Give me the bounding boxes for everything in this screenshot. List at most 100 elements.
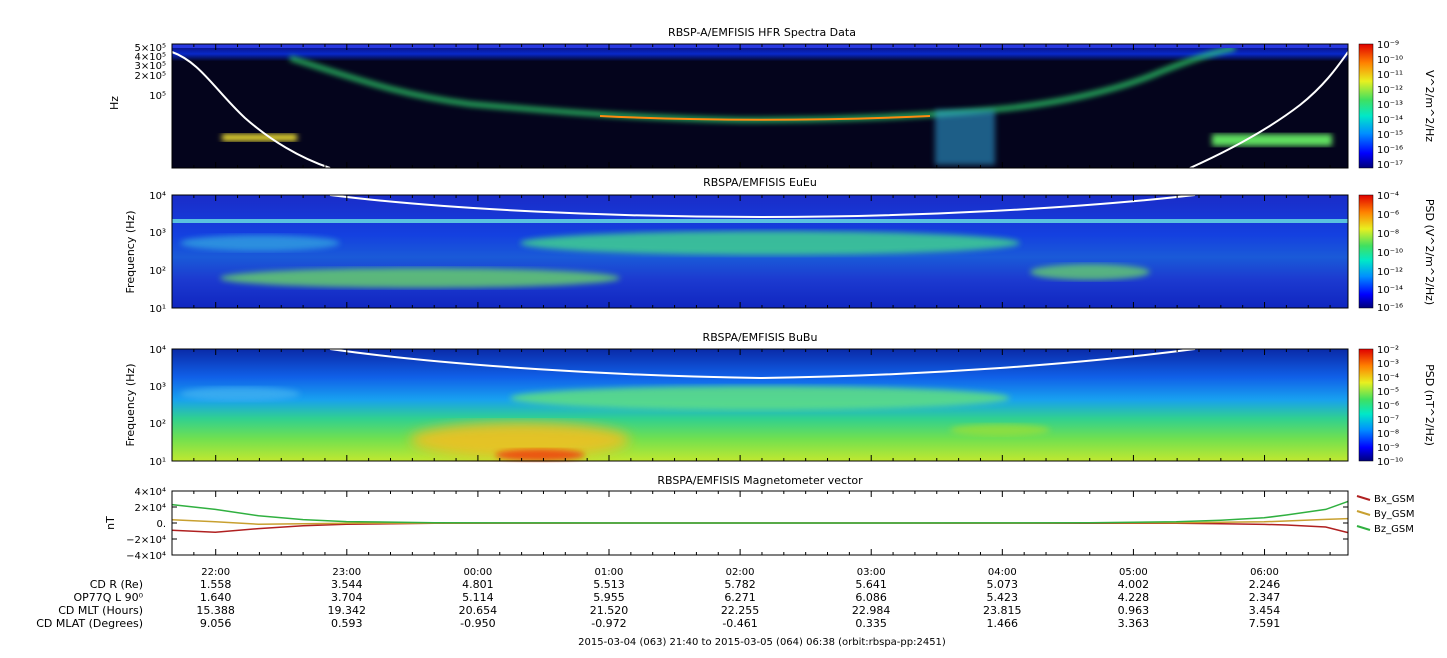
- time-label: 04:00: [988, 567, 1017, 578]
- bubu-cbar-label: PSD (nT^2/Hz): [1423, 364, 1436, 446]
- mag-series-group: [171, 500, 1349, 534]
- legend-swatch: [1356, 525, 1371, 531]
- ephemeris-value: 6.086: [855, 591, 887, 604]
- bubu-ylabel: Frequency (Hz): [124, 364, 137, 447]
- ephemeris-value: 3.363: [1118, 617, 1150, 630]
- bubu-cbar-tick: 10⁻¹⁰: [1377, 457, 1403, 468]
- bubu-cbar-tick: 10⁻³: [1377, 359, 1399, 370]
- panel-mag: RBSPA/EMFISIS Magnetometer vector 4×10⁴ 2…: [104, 474, 1415, 562]
- legend-swatch: [1356, 495, 1371, 501]
- hfr-cbar-tick: 10⁻¹⁵: [1377, 130, 1403, 141]
- bubu-chorus-band: [510, 386, 1010, 410]
- bubu-cbar-tick: 10⁻⁷: [1377, 415, 1399, 426]
- hfr-upper-hybrid-core: [599, 115, 931, 121]
- ephemeris-value: 3.704: [331, 591, 363, 604]
- eueu-overlay-curve: [329, 194, 1196, 219]
- bubu-ytick-label: 10³: [149, 382, 166, 393]
- hfr-overlay-curve: [171, 51, 1349, 169]
- ephemeris-value: 15.388: [196, 604, 235, 617]
- ephemeris-value: 0.335: [855, 617, 887, 630]
- eueu-ytick-label: 10⁴: [149, 191, 166, 202]
- ephemeris-value: 5.641: [855, 578, 887, 591]
- ephemeris-value: 5.955: [593, 591, 625, 604]
- time-label: 06:00: [1250, 567, 1279, 578]
- bubu-cbar-ticks: 10⁻² 10⁻³ 10⁻⁴ 10⁻⁵ 10⁻⁶ 10⁻⁷ 10⁻⁸ 10⁻⁹ …: [1377, 345, 1403, 468]
- panel-eueu: RBSPA/EMFISIS EuEu 10⁴ 10³ 10² 10¹ Frequ…: [124, 176, 1436, 315]
- time-label: 03:00: [857, 567, 886, 578]
- eueu-cbar-tick: 10⁻¹⁶: [1377, 303, 1403, 314]
- ephemeris-value: 2.347: [1249, 591, 1281, 604]
- bubu-ytick-label: 10¹: [149, 457, 166, 468]
- eueu-ytick-label: 10¹: [149, 304, 166, 315]
- bubu-colorbar: [1358, 348, 1374, 462]
- hfr-cbar-tick: 10⁻¹⁰: [1377, 55, 1403, 66]
- mag-ytick-label: −4×10⁴: [126, 551, 166, 562]
- ephemeris-value: 21.520: [590, 604, 629, 617]
- hfr-spectrogram: [172, 44, 1348, 168]
- eueu-cbar-tick: 10⁻¹⁰: [1377, 248, 1403, 259]
- eueu-ylabel: Frequency (Hz): [124, 211, 137, 294]
- hfr-cbar-ticks: 10⁻⁹ 10⁻¹⁰ 10⁻¹¹ 10⁻¹² 10⁻¹³ 10⁻¹⁴ 10⁻¹⁵…: [1377, 40, 1403, 171]
- ephemeris-value: 5.782: [724, 578, 756, 591]
- panel-hfr-title: RBSP-A/EMFISIS HFR Spectra Data: [668, 26, 856, 39]
- ephemeris-row-label: CD MLAT (Degrees): [36, 617, 143, 630]
- bubu-cbar-tick: 10⁻⁴: [1377, 373, 1399, 384]
- time-label: 23:00: [332, 567, 361, 578]
- time-label: 01:00: [595, 567, 624, 578]
- panel-hfr: RBSP-A/EMFISIS HFR Spectra Data 5×10⁵ 4×…: [108, 26, 1436, 171]
- ephemeris-value: 1.558: [200, 578, 232, 591]
- hfr-cbar-tick: 10⁻¹³: [1377, 100, 1403, 111]
- hfr-emission-left: [222, 134, 297, 141]
- eueu-hiss-band-left: [180, 235, 340, 251]
- ephemeris-value: 19.342: [328, 604, 367, 617]
- eueu-low-band-right: [1030, 264, 1150, 280]
- eueu-yticks: 10⁴ 10³ 10² 10¹: [149, 191, 166, 315]
- ephemeris-value: 20.654: [459, 604, 498, 617]
- ephemeris-value: 3.544: [331, 578, 363, 591]
- bubu-hiss-band-left: [180, 387, 300, 401]
- hfr-ytick-label: 10⁵: [149, 91, 166, 102]
- bubu-intense-core: [495, 449, 585, 461]
- time-axis-labels: 22:00 23:00 00:00 01:00 02:00 03:00 04:00 05:00…: [201, 567, 1279, 578]
- eueu-line-emission: [172, 219, 1348, 223]
- eueu-cbar-tick: 10⁻¹²: [1377, 267, 1403, 278]
- hfr-ylabel: Hz: [108, 96, 121, 110]
- bubu-cbar-tick: 10⁻⁹: [1377, 443, 1399, 454]
- eueu-chorus-band: [520, 231, 1020, 255]
- legend-label: Bx_GSM: [1374, 494, 1415, 505]
- hfr-cbar-tick: 10⁻¹¹: [1377, 70, 1403, 81]
- ephemeris-row-label: CD R (Re): [90, 578, 143, 591]
- time-label: 00:00: [463, 567, 492, 578]
- ephemeris-values: 1.558 3.544 4.801 5.513 5.782 5.641 5.073 4.002…: [196, 578, 1280, 630]
- mag-ytick-label: 4×10⁴: [135, 487, 166, 498]
- hfr-cbar-tick: 10⁻¹⁶: [1377, 145, 1403, 156]
- bubu-cbar-tick: 10⁻⁸: [1377, 429, 1399, 440]
- bubu-band-right: [950, 424, 1050, 436]
- eueu-low-band: [220, 268, 620, 288]
- ephemeris-value: 5.073: [987, 578, 1019, 591]
- hfr-cbar-label: V^2/m^2/Hz: [1423, 70, 1436, 142]
- hfr-top-band: [172, 44, 1348, 48]
- ephemeris-value: 0.963: [1118, 604, 1150, 617]
- panel-eueu-title: RBSPA/EMFISIS EuEu: [703, 176, 817, 189]
- ephemeris-row-label: CD MLT (Hours): [58, 604, 143, 617]
- time-axis-ticks: [171, 44, 1331, 555]
- ephemeris-value: 0.593: [331, 617, 363, 630]
- ephemeris-value: 23.815: [983, 604, 1022, 617]
- hfr-cbar-tick: 10⁻¹²: [1377, 85, 1403, 96]
- bubu-cbar-tick: 10⁻²: [1377, 345, 1399, 356]
- hfr-ytick-label: 3×10⁵: [135, 61, 166, 72]
- mag-legend: Bx_GSM By_GSM Bz_GSM: [1356, 494, 1415, 535]
- bubu-features: [180, 386, 1050, 461]
- legend-swatch: [1356, 510, 1371, 516]
- eueu-ytick-label: 10³: [149, 228, 166, 239]
- ephemeris-value: 4.228: [1118, 591, 1150, 604]
- hfr-yticks: 5×10⁵ 4×10⁵ 3×10⁵ 2×10⁵ 10⁵: [135, 43, 166, 102]
- eueu-ytick-label: 10²: [149, 266, 166, 277]
- bubu-ytick-label: 10²: [149, 419, 166, 430]
- mag-ytick-label: −2×10⁴: [126, 535, 166, 546]
- bubu-intense-low: [410, 422, 630, 458]
- bubu-cbar-tick: 10⁻⁵: [1377, 387, 1399, 398]
